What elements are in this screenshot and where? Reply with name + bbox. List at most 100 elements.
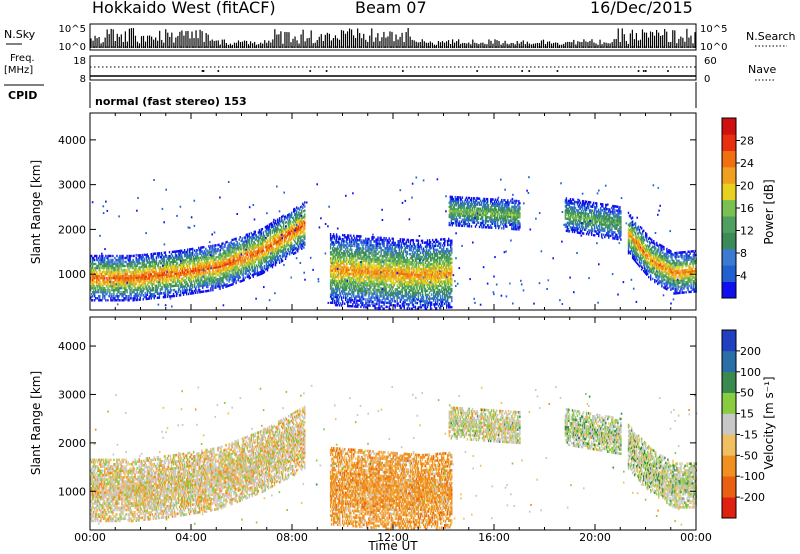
heatmap-cell [142, 275, 144, 279]
heatmap-cell [240, 255, 242, 259]
heatmap-cell [220, 245, 222, 248]
heatmap-cell [119, 272, 121, 276]
heatmap-cell [233, 258, 235, 261]
heatmap-cell [341, 274, 343, 277]
heatmap-cell [218, 263, 220, 267]
heatmap-cell [256, 239, 259, 243]
heatmap-cell [289, 222, 291, 226]
heatmap-cell [128, 278, 130, 282]
heatmap-cell [233, 262, 235, 265]
heatmap-cell [141, 272, 143, 275]
heatmap-cell [192, 249, 194, 253]
heatmap-cell [223, 276, 225, 279]
heatmap-cell [148, 271, 150, 274]
heatmap-cell [152, 252, 154, 256]
heatmap-cell [248, 234, 250, 238]
heatmap-cell [298, 211, 300, 214]
heatmap-cell [141, 278, 143, 281]
heatmap-cell [282, 222, 285, 226]
heatmap-cell [219, 279, 221, 282]
heatmap-cell [207, 251, 209, 254]
heatmap-cell [138, 298, 140, 301]
heatmap-cell [107, 258, 109, 262]
heatmap-cell [224, 283, 226, 287]
heatmap-cell [347, 270, 349, 273]
heatmap-cell [233, 256, 235, 259]
heatmap-cell [229, 265, 231, 269]
heatmap-cell [168, 265, 171, 268]
heatmap-cell [335, 283, 338, 287]
heatmap-cell [227, 258, 229, 261]
heatmap-cell [96, 280, 98, 284]
heatmap-cell [350, 296, 352, 300]
heatmap-cell [201, 246, 203, 249]
heatmap-cell [110, 297, 112, 300]
heatmap-cell [135, 270, 137, 273]
heatmap-cell [356, 259, 358, 262]
heatmap-cell [251, 263, 253, 267]
heatmap-cell [186, 276, 188, 280]
heatmap-cell [122, 295, 124, 298]
heatmap-cell [301, 231, 303, 234]
heatmap-cell [236, 267, 238, 270]
heatmap-cell [202, 286, 204, 289]
heatmap-cell [95, 280, 97, 284]
heatmap-cell [117, 289, 119, 292]
heatmap-cell [177, 288, 180, 291]
heatmap-cell [276, 224, 279, 227]
heatmap-cell [245, 272, 247, 275]
heatmap-cell [334, 257, 337, 260]
heatmap-cell [225, 255, 227, 258]
heatmap-cell [174, 270, 177, 273]
heatmap-cell [250, 264, 252, 267]
heatmap-cell [186, 252, 188, 256]
heatmap-cell [233, 238, 235, 241]
heatmap-cell [179, 283, 182, 287]
heatmap-cell [299, 212, 301, 215]
heatmap-cell [169, 287, 172, 290]
heatmap-cell [187, 256, 189, 259]
heatmap-cell [177, 278, 180, 281]
heatmap-cell [275, 247, 278, 250]
heatmap-cell [100, 299, 102, 302]
heatmap-cell [147, 283, 149, 286]
heatmap-cell [354, 301, 356, 304]
heatmap-cell [283, 254, 286, 257]
heatmap-cell [291, 225, 293, 229]
heatmap-cell [95, 254, 97, 258]
heatmap-cell [218, 273, 220, 277]
heatmap-cell [342, 239, 344, 243]
heatmap-cell [252, 259, 254, 262]
freq-dot [642, 70, 645, 72]
heatmap-cell [291, 227, 293, 231]
heatmap-cell [252, 237, 254, 240]
heatmap-cell [290, 234, 292, 237]
heatmap-cell [222, 276, 224, 279]
heatmap-cell [193, 273, 195, 277]
heatmap-cell [92, 299, 94, 302]
heatmap-cell [280, 228, 283, 231]
heatmap-cell [349, 304, 351, 308]
heatmap-cell [284, 257, 287, 261]
heatmap-cell [352, 299, 354, 302]
heatmap-cell [113, 274, 115, 278]
heatmap-cell [304, 213, 306, 216]
heatmap-cell [303, 236, 305, 239]
heatmap-cell [285, 255, 288, 258]
heatmap-cell [344, 302, 346, 305]
heatmap-cell [146, 287, 148, 290]
heatmap-cell [218, 277, 220, 281]
heatmap-cell [94, 268, 96, 272]
heatmap-cell [206, 253, 208, 256]
heatmap-cell [290, 220, 292, 223]
heatmap-cell [273, 254, 276, 257]
heatmap-cell [354, 267, 356, 270]
heatmap-cell [266, 267, 269, 270]
heatmap-cell [220, 271, 222, 274]
heatmap-cell [123, 285, 125, 288]
heatmap-cell [175, 270, 178, 273]
heatmap-cell [240, 261, 242, 265]
heatmap-cell [303, 204, 305, 207]
heatmap-cell [343, 294, 345, 297]
heatmap-cell [191, 278, 193, 281]
